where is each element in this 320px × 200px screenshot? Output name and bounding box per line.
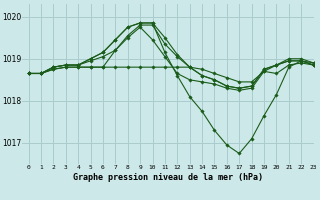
X-axis label: Graphe pression niveau de la mer (hPa): Graphe pression niveau de la mer (hPa) bbox=[73, 173, 263, 182]
